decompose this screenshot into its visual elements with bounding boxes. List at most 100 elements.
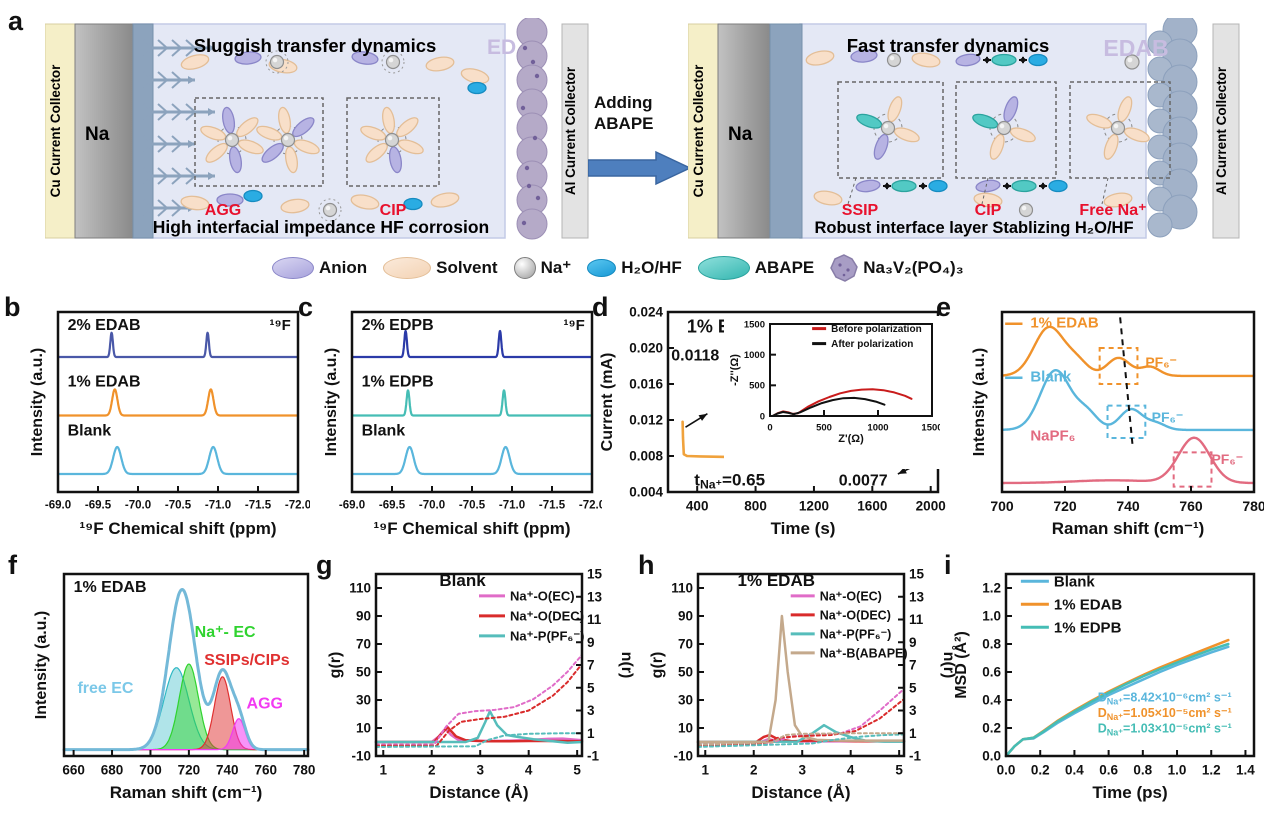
fast-title: Fast transfer dynamics — [847, 35, 1050, 56]
svg-text:-69.5: -69.5 — [85, 500, 112, 512]
svg-text:5: 5 — [895, 763, 903, 778]
agg-box — [194, 97, 324, 187]
panel-letter-a: a — [8, 6, 24, 36]
series-1% EDAB — [56, 388, 300, 417]
svg-text:DNa⁺=8.42×10⁻⁶cm² s⁻¹: DNa⁺=8.42×10⁻⁶cm² s⁻¹ — [1098, 690, 1232, 706]
svg-text:After polarization: After polarization — [831, 339, 913, 350]
series-2% EDAB — [56, 331, 300, 359]
svg-text:-70.5: -70.5 — [459, 500, 486, 512]
svg-text:1: 1 — [702, 763, 710, 778]
svg-text:1% EDAB: 1% EDAB — [1030, 314, 1099, 331]
svg-text:0.4: 0.4 — [982, 693, 1001, 708]
svg-text:Distance (Å): Distance (Å) — [429, 783, 528, 802]
adding-text: Adding — [594, 93, 653, 112]
svg-text:free EC: free EC — [77, 680, 133, 697]
svg-text:g(r): g(r) — [327, 652, 344, 679]
svg-text:2% EDAB: 2% EDAB — [68, 317, 141, 334]
svg-text:g(r): g(r) — [649, 652, 666, 679]
svg-text:-70.5: -70.5 — [165, 500, 192, 512]
svg-text:Intensity (a.u.): Intensity (a.u.) — [29, 348, 46, 456]
robust-label: Robust interface layer Stablizing H₂O/HF — [814, 219, 1133, 237]
svg-text:-10: -10 — [673, 749, 693, 764]
chart-panel-f: 660 680 700 720 740 760 780 Raman shift (cm⁻¹) I… — [10, 560, 318, 827]
ssip-box — [837, 81, 944, 179]
svg-text:4: 4 — [525, 763, 533, 778]
ed-tag: ED — [487, 36, 516, 59]
svg-text:1: 1 — [380, 763, 388, 778]
svg-text:Raman shift (cm⁻¹): Raman shift (cm⁻¹) — [1052, 519, 1205, 538]
cu-collector-strip — [45, 23, 76, 239]
svg-text:13: 13 — [909, 589, 925, 604]
svg-text:7: 7 — [909, 658, 917, 673]
svg-text:AGG: AGG — [247, 696, 283, 713]
na-label: Na — [85, 124, 110, 145]
svg-text:NaPF₆: NaPF₆ — [1030, 428, 1075, 445]
svg-text:5: 5 — [573, 763, 581, 778]
abape-icon — [697, 256, 750, 280]
svg-text:1500: 1500 — [744, 319, 765, 330]
svg-text:Na⁺-P(PF₆⁻): Na⁺-P(PF₆⁻) — [510, 629, 585, 644]
svg-text:-69.0: -69.0 — [45, 500, 71, 512]
legend-item-na: Na⁺ — [513, 257, 571, 279]
svg-text:0.020: 0.020 — [629, 341, 663, 356]
series-Na⁺-P(PF₆⁻) — [374, 709, 584, 744]
svg-text:1000: 1000 — [744, 350, 765, 361]
svg-text:1% EDAB: 1% EDAB — [68, 374, 141, 391]
solvent-icon — [383, 257, 432, 279]
legend-item-anion: Anion — [272, 257, 367, 279]
svg-text:720: 720 — [1053, 498, 1077, 514]
svg-text:0.0: 0.0 — [997, 763, 1016, 778]
svg-text:PF₆⁻: PF₆⁻ — [1152, 409, 1184, 425]
svg-text:1000: 1000 — [867, 423, 888, 434]
cu-collector-strip — [688, 23, 719, 239]
dendrite-layer — [132, 23, 154, 239]
svg-text:110: 110 — [349, 581, 371, 596]
svg-text:70: 70 — [356, 637, 371, 652]
svg-text:DNa⁺=1.05×10⁻⁵cm² s⁻¹: DNa⁺=1.05×10⁻⁵cm² s⁻¹ — [1098, 706, 1232, 722]
series-1% EDAB — [1000, 325, 1256, 378]
svg-text:-70.0: -70.0 — [419, 500, 445, 512]
svg-text:30: 30 — [678, 693, 693, 708]
svg-text:700: 700 — [990, 498, 1014, 514]
svg-text:5: 5 — [909, 680, 917, 695]
svg-text:3: 3 — [798, 763, 806, 778]
svg-text:0: 0 — [767, 423, 772, 434]
svg-text:-72.0: -72.0 — [579, 500, 602, 512]
series-Blank — [56, 445, 300, 476]
svg-text:5: 5 — [587, 680, 595, 695]
cip-label: CIP — [380, 202, 407, 219]
svg-text:-72.0: -72.0 — [285, 500, 310, 512]
electrolyte-molecules — [180, 50, 490, 222]
svg-text:0.2: 0.2 — [1031, 763, 1050, 778]
svg-text:PF₆⁻: PF₆⁻ — [1145, 354, 1177, 370]
chart-panel-d: 400 800 1200 1600 2000 0.004 0.008 0.012 0.016 0.… — [594, 300, 1266, 561]
panel-letter-i: i — [944, 550, 952, 580]
svg-text:800: 800 — [744, 499, 767, 514]
molecule-legend: Anion Solvent Na⁺ H₂O/HF ABAPE Na₃V₂(PO₄… — [272, 254, 964, 282]
panel-letter-e: e — [936, 292, 952, 322]
svg-text:-71.5: -71.5 — [245, 500, 272, 512]
svg-text:Na⁺-O(DEC): Na⁺-O(DEC) — [820, 608, 891, 622]
svg-text:680: 680 — [101, 763, 124, 778]
series-Blank — [350, 445, 594, 476]
svg-text:0.4: 0.4 — [1065, 763, 1084, 778]
al-collector-strip — [1212, 23, 1240, 239]
svg-text:Z'(Ω): Z'(Ω) — [838, 433, 864, 445]
svg-text:0.0: 0.0 — [982, 749, 1001, 764]
cip-box — [955, 81, 1057, 179]
water-hf-icon — [587, 259, 617, 277]
svg-text:Na⁺-O(EC): Na⁺-O(EC) — [820, 589, 882, 603]
svg-text:9: 9 — [587, 635, 595, 650]
chart-panel-i: 0.0 0.2 0.4 0.6 0.8 1.0 1.2 1.4 0.0 0.2 0.4 0.6 0.8 1… — [948, 560, 1264, 827]
series-n(r) Na⁺-P(PF₆⁻) — [375, 732, 583, 748]
svg-text:3: 3 — [476, 763, 484, 778]
svg-text:Blank: Blank — [362, 422, 406, 439]
sodium-ion-icon — [513, 257, 536, 279]
svg-text:13: 13 — [587, 589, 603, 604]
free-na-label: Free Na⁺ — [1079, 202, 1146, 219]
svg-text:760: 760 — [254, 763, 277, 778]
svg-text:Blank: Blank — [1054, 574, 1096, 591]
svg-text:400: 400 — [686, 499, 709, 514]
svg-text:Time (s): Time (s) — [771, 519, 836, 538]
svg-text:1% EDAB: 1% EDAB — [738, 571, 815, 590]
